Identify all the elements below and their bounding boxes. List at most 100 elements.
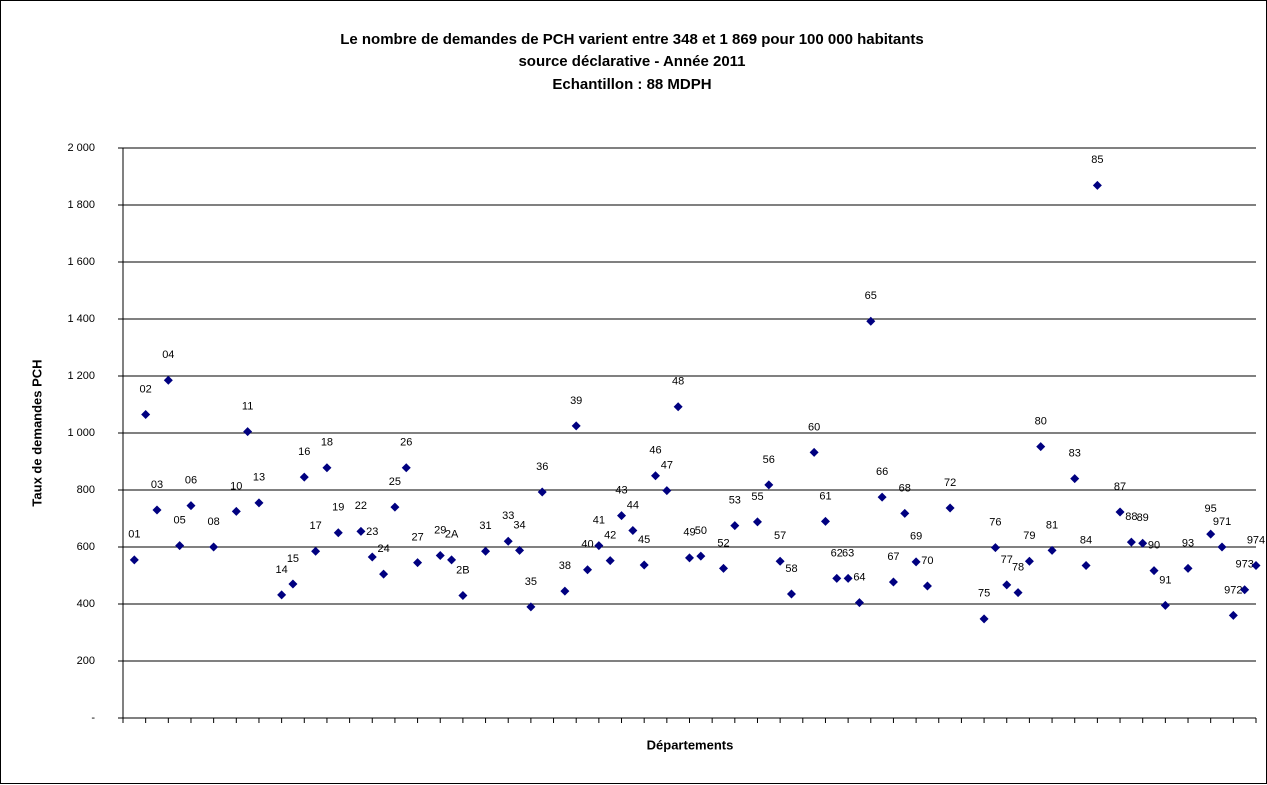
point — [1251, 561, 1261, 571]
y-tick-label: 1 000 — [67, 427, 95, 439]
point — [299, 472, 309, 482]
point — [639, 560, 649, 570]
point-label: 88 — [1125, 511, 1137, 523]
point-label: 72 — [944, 477, 956, 489]
point-label: 50 — [695, 525, 707, 537]
point — [231, 506, 241, 516]
point — [752, 517, 762, 527]
point-label: 33 — [502, 510, 514, 522]
point — [458, 590, 468, 600]
point-label: 60 — [808, 421, 820, 433]
point-label: 01 — [128, 529, 140, 541]
point — [537, 487, 547, 497]
point — [866, 316, 876, 326]
point-label: 77 — [1001, 554, 1013, 566]
point-label: 02 — [140, 383, 152, 395]
y-tick-label: - — [91, 712, 95, 724]
point — [628, 525, 638, 535]
point-label: 67 — [887, 551, 899, 563]
point-label: 08 — [208, 516, 220, 528]
point — [1149, 566, 1159, 576]
point — [911, 557, 921, 567]
point-label: 89 — [1137, 512, 1149, 524]
point-label: 52 — [717, 537, 729, 549]
point — [401, 463, 411, 473]
point — [583, 565, 593, 575]
point-label: 62 — [831, 547, 843, 559]
point — [945, 503, 955, 513]
point — [1217, 542, 1227, 552]
point-label: 69 — [910, 531, 922, 543]
point-label: 41 — [593, 514, 605, 526]
point — [481, 546, 491, 556]
point — [685, 553, 694, 563]
point — [1070, 474, 1080, 484]
point-label: 44 — [627, 499, 639, 511]
point-label: 93 — [1182, 537, 1194, 549]
point-label: 2B — [456, 564, 469, 576]
point-label: 63 — [842, 547, 854, 559]
point — [922, 581, 932, 591]
point-label: 43 — [615, 485, 627, 497]
point — [515, 545, 525, 555]
point-label: 39 — [570, 395, 582, 407]
chart-subtitle: Echantillon : 88 MDPH — [552, 76, 711, 93]
point — [1228, 610, 1238, 620]
point-label: 18 — [321, 437, 333, 449]
point — [605, 556, 615, 566]
point-label: 11 — [242, 400, 253, 412]
point-label: 91 — [1159, 574, 1171, 586]
point — [775, 556, 785, 566]
y-tick-label: 1 800 — [67, 199, 95, 211]
point-label: 42 — [604, 530, 616, 542]
point — [163, 375, 173, 385]
point-label: 66 — [876, 466, 888, 478]
point-label: 90 — [1148, 540, 1160, 552]
point — [152, 505, 162, 515]
point — [854, 598, 864, 608]
point — [1183, 563, 1193, 573]
point-label: 22 — [355, 500, 367, 512]
point — [435, 551, 445, 561]
point-label: 48 — [672, 376, 684, 388]
point-label: 10 — [230, 480, 242, 492]
point-label: 34 — [513, 519, 525, 531]
point-label: 17 — [309, 520, 321, 532]
point — [447, 555, 457, 565]
point-label: 13 — [253, 472, 265, 484]
y-tick-label: 1 200 — [67, 370, 95, 382]
point — [209, 542, 219, 552]
y-tick-label: 2 000 — [67, 142, 95, 154]
point — [662, 486, 672, 496]
point — [673, 402, 683, 412]
point-label: 35 — [525, 576, 537, 588]
point-label: 31 — [479, 520, 491, 532]
point — [243, 427, 253, 437]
point-label: 45 — [638, 534, 650, 546]
point-label: 23 — [366, 526, 378, 538]
y-tick-label: 600 — [77, 541, 95, 553]
point-label: 36 — [536, 461, 548, 473]
point — [1138, 538, 1148, 548]
point-label: 06 — [185, 475, 197, 487]
point-label: 65 — [865, 290, 877, 302]
point — [1115, 507, 1125, 517]
point-label: 81 — [1046, 519, 1058, 531]
point-label: 78 — [1012, 562, 1024, 574]
y-tick-label: 1 600 — [67, 256, 95, 268]
point — [1024, 556, 1034, 566]
point — [990, 543, 1000, 553]
point — [379, 569, 389, 579]
point — [696, 551, 706, 561]
point — [254, 498, 264, 508]
point-label: 55 — [751, 491, 763, 503]
point-label: 14 — [275, 564, 287, 576]
point — [877, 492, 887, 502]
point — [175, 541, 185, 551]
y-tick-label: 800 — [77, 484, 95, 496]
point-label: 38 — [559, 560, 571, 572]
point — [1002, 580, 1012, 590]
point-label: 19 — [332, 502, 344, 514]
point-label: 972 — [1224, 584, 1242, 596]
